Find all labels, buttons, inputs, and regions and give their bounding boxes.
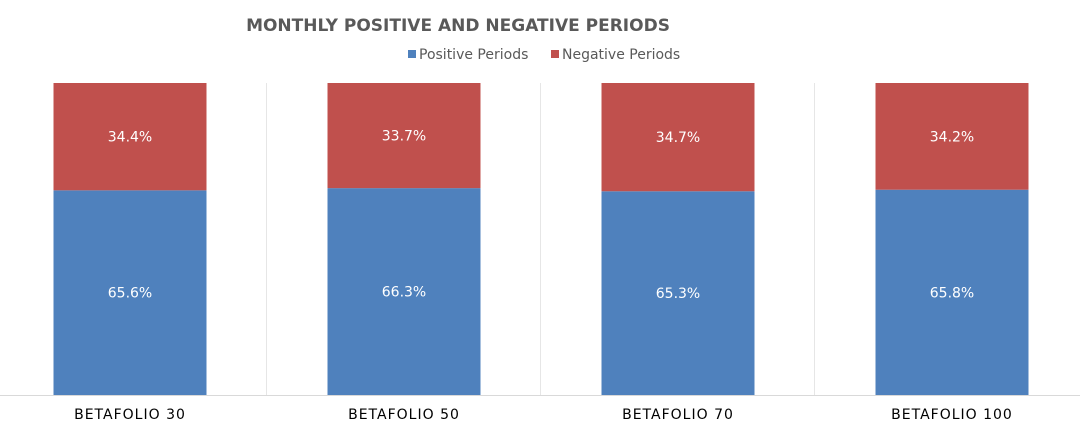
data-label-negative-periods-betafolio-100: 34.2% [930, 129, 974, 145]
bar-positive-periods-betafolio-100 [875, 189, 1029, 395]
bar-positive-periods-betafolio-50 [327, 188, 481, 395]
legend-swatch-negative-periods [551, 50, 559, 58]
data-label-positive-periods-betafolio-30: 65.6% [108, 286, 152, 302]
tick-label-betafolio-30: BETAFOLIO 30 [74, 407, 186, 423]
data-label-negative-periods-betafolio-70: 34.7% [656, 130, 700, 146]
x-axis-tick-labels: BETAFOLIO 30 BETAFOLIO 50 BETAFOLIO 70 BETA… [74, 407, 1013, 423]
tick-label-betafolio-100: BETAFOLIO 100 [891, 407, 1013, 423]
bar-positive-periods-betafolio-30 [53, 190, 207, 395]
legend-swatch-positive-periods [408, 50, 416, 58]
bar-group-betafolio-100: 65.8% 34.2% [875, 83, 1029, 395]
data-label-negative-periods-betafolio-50: 33.7% [382, 129, 426, 145]
data-label-negative-periods-betafolio-30: 34.4% [108, 130, 152, 146]
data-label-positive-periods-betafolio-70: 65.3% [656, 286, 700, 302]
bar-group-betafolio-30: 65.6% 34.4% [53, 83, 207, 395]
legend: Positive Periods Negative Periods [408, 47, 680, 63]
bar-negative-periods-betafolio-100 [875, 83, 1029, 190]
tick-label-betafolio-50: BETAFOLIO 50 [348, 407, 460, 423]
legend-label-positive-periods: Positive Periods [419, 47, 528, 63]
chart-title: MONTHLY POSITIVE AND NEGATIVE PERIODS [246, 16, 670, 36]
bar-negative-periods-betafolio-30 [53, 83, 207, 191]
tick-label-betafolio-70: BETAFOLIO 70 [622, 407, 734, 423]
bars: 65.6% 34.4% 66.3% 33.7% 65.3% 34.7% 65.8% 34.2% [53, 83, 1029, 395]
data-label-positive-periods-betafolio-100: 65.8% [930, 285, 974, 301]
bar-group-betafolio-70: 65.3% 34.7% [601, 83, 755, 395]
legend-label-negative-periods: Negative Periods [562, 47, 680, 63]
bar-positive-periods-betafolio-70 [601, 191, 755, 395]
bar-negative-periods-betafolio-50 [327, 83, 481, 189]
bar-negative-periods-betafolio-70 [601, 83, 755, 192]
data-label-positive-periods-betafolio-50: 66.3% [382, 285, 426, 301]
bar-group-betafolio-50: 66.3% 33.7% [327, 83, 481, 395]
category-separators [266, 83, 815, 395]
